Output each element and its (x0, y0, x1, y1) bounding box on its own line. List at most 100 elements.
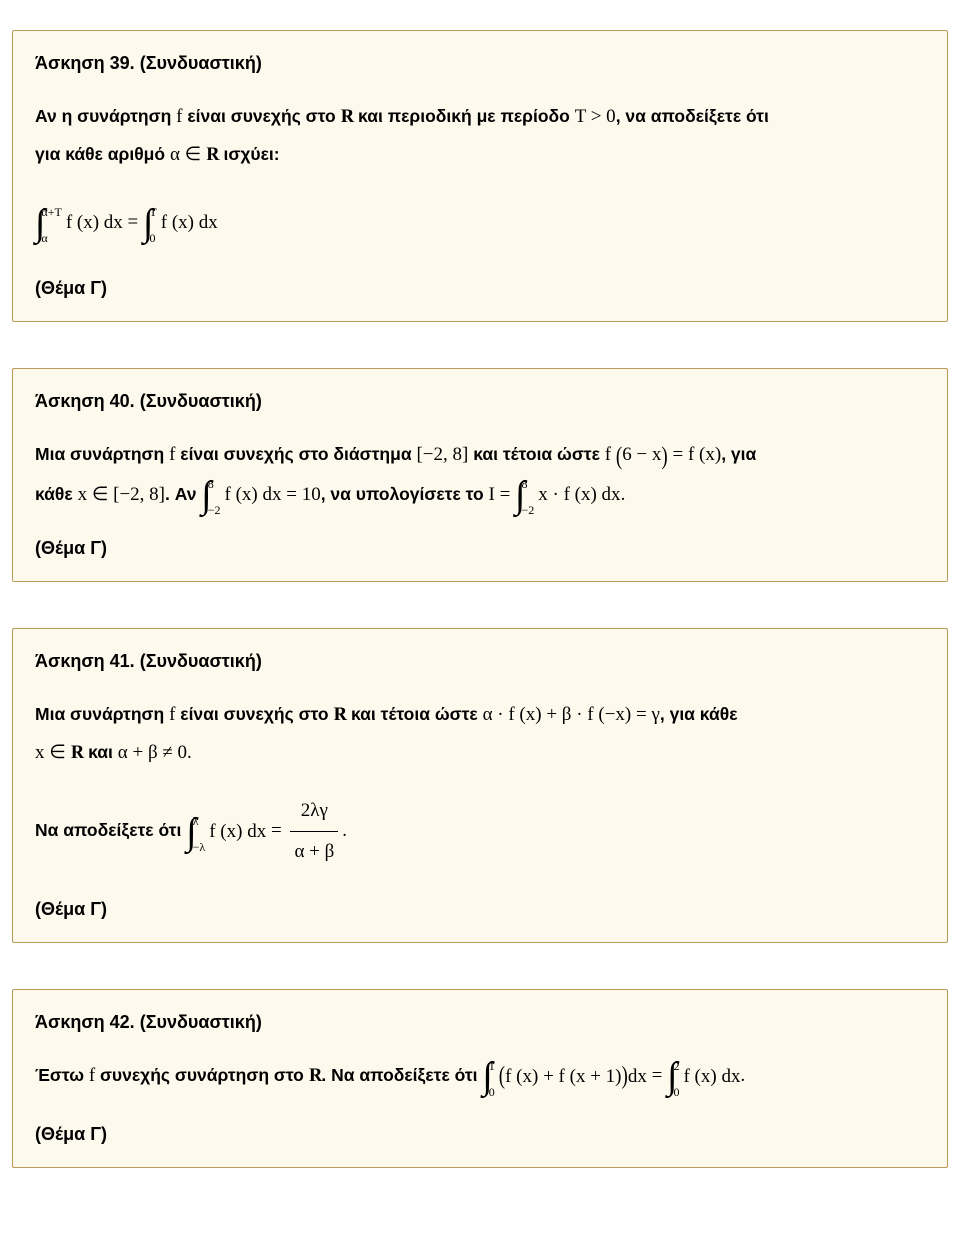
numerator: 2λγ (297, 792, 332, 830)
real-set-symbol: R (206, 136, 219, 174)
text: και (83, 742, 118, 762)
integral-1: ∫8−2f (x) dx = 10 (201, 476, 320, 514)
integral-limits: 8 −2 (521, 476, 534, 514)
f-condition: f (6 − x) = f (x) (605, 444, 721, 465)
real-set-symbol: R (309, 1057, 322, 1095)
text: . Να αποδείξετε ότι (321, 1065, 482, 1085)
exercise-39-body: Αν η συνάρτηση f είναι συνεχής στο R και… (35, 98, 925, 174)
lower-limit: −λ (193, 841, 206, 853)
period: . (187, 742, 192, 763)
upper-limit: T (149, 206, 156, 218)
topic-label: (Θέμα Γ) (35, 1124, 925, 1145)
I-eq: I = (489, 484, 516, 505)
title-tag: (Συνδυαστική) (140, 391, 262, 411)
text: είναι συνεχής στο (175, 704, 333, 724)
interval: [−2, 8] (416, 444, 468, 465)
integrand: f (x) dx (161, 212, 218, 234)
paren-open: ( (499, 1051, 505, 1102)
exercise-39-title: Άσκηση 39. (Συνδυαστική) (35, 53, 925, 74)
integral-equation: ∫ α+T α f (x) dx = ∫ T 0 f (x) dx (35, 204, 925, 242)
denominator: α + β (290, 833, 338, 871)
integral-limits: 20 (673, 1058, 679, 1096)
title-label: Άσκηση 42. (35, 1012, 135, 1032)
title-label: Άσκηση 40. (35, 391, 135, 411)
integral-limits: α+T α (41, 204, 61, 242)
text: είναι συνεχής στο διάστημα (175, 444, 416, 464)
real-set-symbol: R (341, 98, 354, 136)
equals: = (647, 1065, 667, 1086)
title-label: Άσκηση 39. (35, 53, 135, 73)
paren-close: ) (622, 1051, 628, 1102)
exercise-40-body: Μια συνάρτηση f είναι συνεχής στο διάστη… (35, 436, 925, 514)
f-symbol: f (89, 1065, 100, 1086)
title-tag: (Συνδυαστική) (140, 651, 262, 671)
text: , για (721, 444, 756, 464)
period: . (621, 484, 626, 505)
exercise-40: Άσκηση 40. (Συνδυαστική) Μια συνάρτηση f… (12, 368, 948, 582)
topic-label: (Θέμα Γ) (35, 278, 925, 299)
topic-label: (Θέμα Γ) (35, 899, 925, 920)
integrand: f (x) dx = 10 (225, 476, 321, 514)
fraction: 2λγα + β (290, 792, 338, 871)
integrand: f (x) dx (209, 813, 266, 851)
integral-limits: 8 −2 (208, 476, 221, 514)
text: Να αποδείξετε ότι (35, 821, 186, 841)
text: Μια συνάρτηση (35, 444, 169, 464)
text: είναι συνεχής στο (182, 106, 340, 126)
exercise-42: Άσκηση 42. (Συνδυαστική) Έστω f συνεχής … (12, 989, 948, 1167)
text: και τέτοια ώστε (468, 444, 604, 464)
lower-limit: 0 (673, 1086, 679, 1098)
upper-limit: 8 (521, 478, 527, 490)
text: , για κάθε (660, 704, 738, 724)
exercise-42-title: Άσκηση 42. (Συνδυαστική) (35, 1012, 925, 1033)
exercise-41-body: Μια συνάρτηση f είναι συνεχής στο R και … (35, 696, 925, 772)
text: Έστω (35, 1065, 89, 1085)
text: συνεχής συνάρτηση στο (100, 1065, 309, 1085)
lower-limit: α (41, 232, 47, 244)
integral-limits: λ −λ (193, 813, 206, 851)
integrand: x · f (x) dx (538, 476, 620, 514)
x-in-interval: x ∈ [−2, 8] (78, 484, 165, 505)
text: Μια συνάρτηση (35, 704, 169, 724)
lower-limit: 0 (149, 232, 155, 244)
text: και τέτοια ώστε (346, 704, 482, 724)
title-label: Άσκηση 41. (35, 651, 135, 671)
integrand: f (x) dx (683, 1058, 740, 1096)
text: , να αποδείξετε ότι (616, 106, 769, 126)
period: . (342, 821, 347, 842)
period: . (740, 1065, 745, 1086)
text: για κάθε αριθμό (35, 144, 170, 164)
real-set-symbol: R (333, 696, 346, 734)
integral: ∫λ−λf (x) dx (186, 813, 266, 851)
text: και περιοδική με περίοδο (353, 106, 575, 126)
real-set-symbol: R (71, 734, 84, 772)
x-in: x ∈ (35, 742, 71, 763)
equals: = (266, 821, 286, 842)
equals: = (128, 211, 143, 232)
lower-limit: 0 (489, 1086, 495, 1098)
text: ισχύει: (219, 144, 280, 164)
title-tag: (Συνδυαστική) (140, 1012, 262, 1032)
text: κάθε (35, 484, 78, 504)
upper-limit: λ (193, 815, 199, 827)
lower-limit: −2 (208, 504, 221, 516)
integral-limits: T 0 (149, 204, 156, 242)
integrand-inner: f (x) + f (x + 1) (505, 1058, 621, 1096)
alpha-in: α ∈ (170, 144, 206, 165)
exercise-42-body: Έστω f συνεχής συνάρτηση στο R. Να αποδε… (35, 1057, 925, 1095)
title-tag: (Συνδυαστική) (140, 53, 262, 73)
upper-limit: α+T (41, 206, 61, 218)
exercise-41: Άσκηση 41. (Συνδυαστική) Μια συνάρτηση f… (12, 628, 948, 943)
condition: α · f (x) + β · f (−x) = γ (483, 704, 660, 725)
dx: dx (628, 1058, 647, 1096)
lower-limit: −2 (521, 504, 534, 516)
exercise-41-title: Άσκηση 41. (Συνδυαστική) (35, 651, 925, 672)
upper-limit: 8 (208, 478, 214, 490)
topic-label: (Θέμα Γ) (35, 538, 925, 559)
exercise-41-prove: Να αποδείξετε ότι ∫λ−λf (x) dx = 2λγα + … (35, 792, 925, 871)
integral-right: ∫20f (x) dx (667, 1058, 740, 1096)
integral-left: ∫10(f (x) + f (x + 1)) dx (482, 1058, 646, 1096)
integral-limits: 10 (489, 1058, 495, 1096)
text: Αν η συνάρτηση (35, 106, 176, 126)
text: . Αν (165, 484, 201, 504)
